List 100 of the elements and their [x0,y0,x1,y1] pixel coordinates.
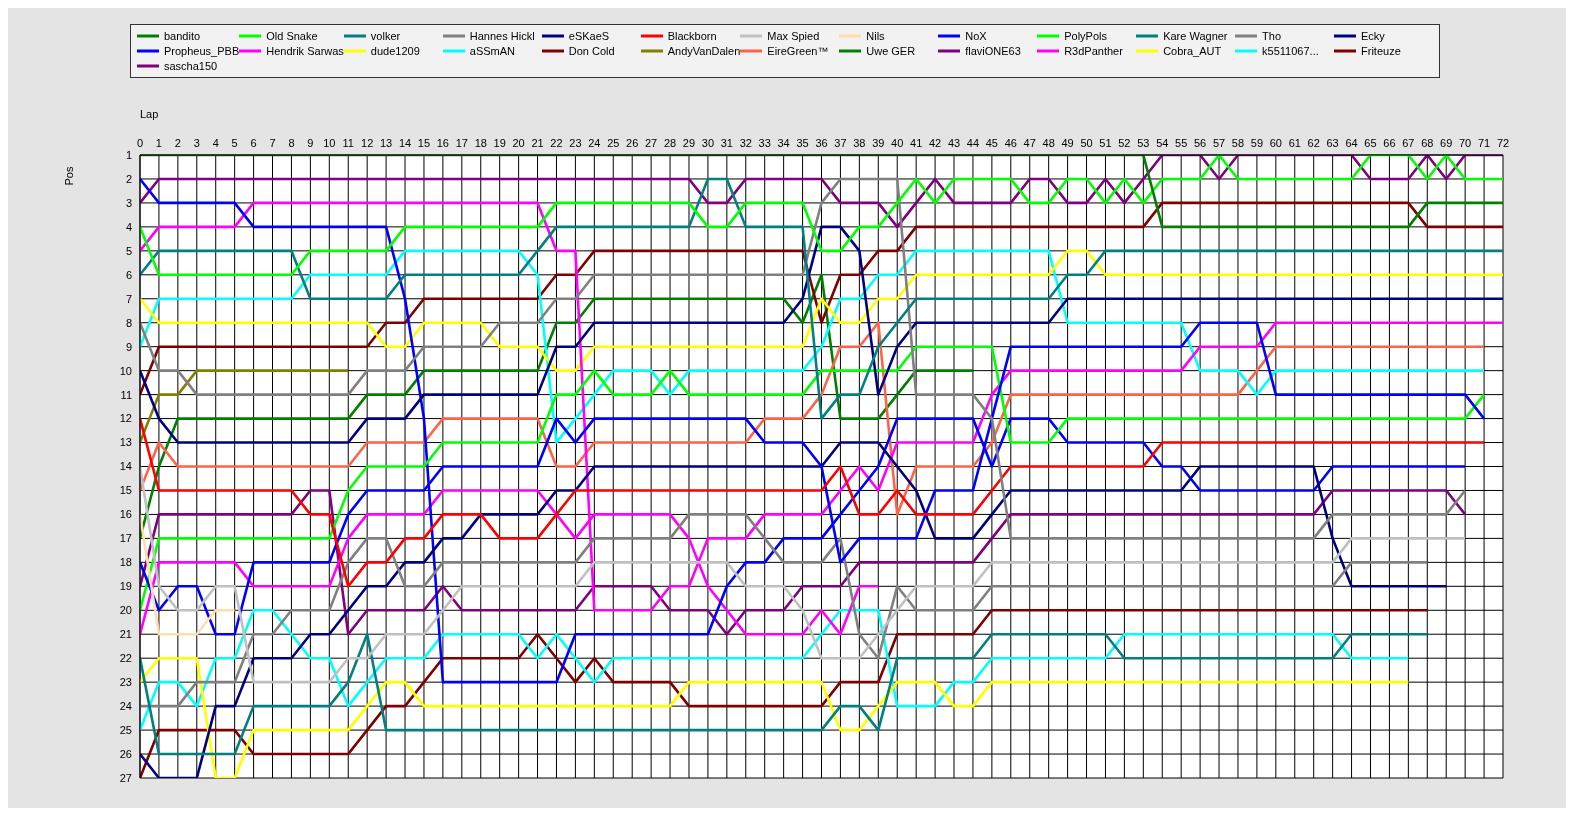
y-tick-label: 16 [119,508,132,521]
x-tick-label: 61 [1288,137,1301,149]
line-series [140,345,1486,612]
line-series [140,489,1467,636]
x-tick-label: 30 [701,137,715,149]
y-tick-label: 2 [125,172,132,185]
line-series [140,465,1467,684]
y-tick-label: 13 [119,436,132,449]
legend-label: AndyVanDalen [667,45,741,57]
x-tick-label: 62 [1307,137,1320,149]
x-tick-label: 55 [1175,137,1188,149]
x-tick-label: 0 [136,137,144,149]
x-tick-label: 46 [1004,137,1017,149]
y-tick-label: 22 [119,652,132,665]
legend-label: Ecky [1361,30,1385,42]
line-series [140,513,1429,708]
x-tick-label: 50 [1080,137,1093,149]
legend-label: k5511067... [1262,45,1319,57]
line-series [140,608,1410,732]
line-series [140,249,1503,372]
line-series [140,177,1503,420]
line-series [140,417,1486,588]
x-tick-label: 9 [307,137,314,149]
y-tick-label: 27 [119,771,132,784]
x-tick-label: 1 [155,137,162,149]
x-tick-label: 6 [250,137,257,149]
legend-label: Friteuze [1361,45,1401,57]
y-tick-label: 25 [119,723,132,736]
x-tick-label: 63 [1326,137,1339,149]
x-tick-label: 5 [231,137,238,149]
x-tick-label: 3 [193,137,200,149]
y-tick-label: 9 [125,340,132,353]
x-tick-label: 42 [928,137,942,149]
x-tick-label: 47 [1023,137,1036,149]
y-tick-label: 6 [125,268,132,281]
y-tick-label: 7 [125,292,132,305]
x-tick-label: 51 [1099,137,1112,149]
x-tick-label: 41 [910,137,923,149]
x-tick-label: 12 [361,137,374,149]
x-tick-label: 23 [569,137,582,149]
x-tick-label: 40 [891,137,904,149]
x-tick-label: 31 [720,137,733,149]
legend-label: dude1209 [370,45,420,57]
y-tick-label: 19 [119,580,132,593]
line-series [140,177,1467,540]
x-tick-label: 28 [663,137,677,149]
y-tick-label: 20 [119,604,132,617]
x-tick-label: 38 [853,137,866,149]
x-tick-label: 19 [493,137,506,149]
y-tick-label: 4 [125,220,132,233]
x-tick-label: 53 [1137,137,1150,149]
y-tick-label: 21 [119,628,132,641]
x-tick-label: 68 [1421,137,1434,149]
x-tick-label: 17 [455,137,468,149]
legend-label: Blackborn [667,30,717,42]
x-tick-label: 10 [323,137,336,149]
x-tick-label: 70 [1459,137,1472,149]
line-series [140,201,1503,396]
legend-label: Uwe GER [866,45,916,57]
x-tick-label: 36 [815,137,828,149]
y-tick-label: 23 [119,676,132,689]
line-series [140,273,975,540]
line-series [140,321,1486,516]
y-tick-label: 12 [119,412,132,425]
x-tick-label: 37 [834,137,847,149]
x-tick-label: 49 [1061,137,1074,149]
y-tick-label: 18 [119,556,132,569]
x-tick-label: 64 [1345,137,1358,149]
x-tick-label: 25 [607,137,620,149]
x-tick-label: 48 [1042,137,1055,149]
y-tick-label: 3 [125,196,132,209]
legend-label: Kare Wagner [1163,30,1228,42]
x-tick-label: 72 [1496,137,1510,149]
y-tick-label: 1 [125,148,132,161]
legend-label: bandito [164,30,201,42]
x-tick-label: 4 [212,137,219,149]
x-tick-label: 59 [1250,137,1264,149]
legend-label: flaviONE63 [965,45,1021,57]
legend-label: eSKaeS [568,30,610,42]
x-tick-label: 39 [872,137,885,149]
x-tick-label: 26 [626,137,639,149]
x-tick-label: 45 [985,137,998,149]
x-tick-label: 43 [947,137,961,149]
x-tick-label: 15 [417,137,431,149]
legend-label: EireGreen™ [767,45,829,57]
x-tick-label: 2 [174,137,181,149]
y-tick-label: 14 [119,460,132,473]
x-tick-label: 14 [398,137,412,149]
legend-label: NoX [965,30,987,42]
legend-label: Hannes Hickl [469,30,535,42]
legend-label: Cobra_AUT [1163,45,1222,57]
x-axis-title: Lap [140,108,159,120]
y-tick-label: 15 [119,484,132,497]
legend-label: volker [370,30,401,42]
x-tick-label: 71 [1477,137,1491,149]
x-tick-label: 7 [269,137,276,149]
x-tick-label: 13 [379,137,393,149]
legend-label: Old Snake [266,30,318,42]
y-tick-label: 11 [120,388,132,401]
x-tick-label: 54 [1156,137,1169,149]
